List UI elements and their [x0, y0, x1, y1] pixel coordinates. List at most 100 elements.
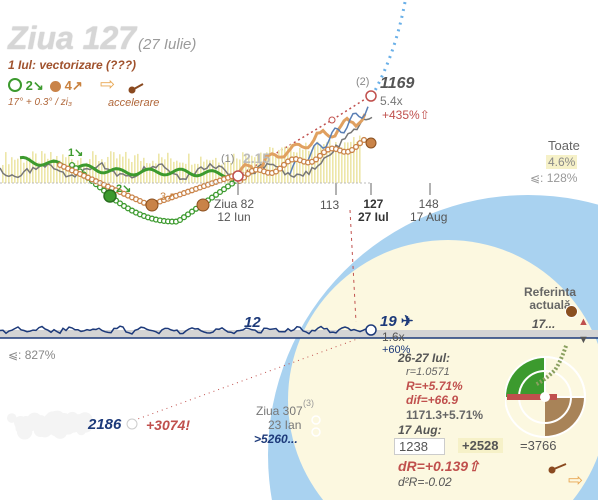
daily-bar [167, 152, 169, 183]
dot-point [184, 211, 192, 218]
secondary-pct: +60% [382, 344, 411, 356]
daily-bar [137, 153, 139, 183]
gauge-center [540, 392, 550, 402]
triangle-down-icon[interactable]: ▼ [578, 334, 589, 346]
daily-bar [230, 162, 232, 183]
stats-dR: dR=+0.139⇧ [398, 458, 480, 474]
reference-title[interactable]: Referinta actuală [524, 286, 576, 312]
gauge-trail [534, 345, 569, 387]
stats-box-delta: +2528 [458, 438, 503, 453]
daily-bar [17, 158, 19, 183]
daily-bar [290, 144, 292, 183]
marker-value-label: 2.15 [243, 150, 271, 166]
daily-bars [2, 135, 361, 183]
arrow-right-icon[interactable]: ⇨ [100, 74, 116, 94]
daily-bar [356, 141, 358, 183]
bottom-handle-icon[interactable] [548, 460, 568, 474]
daily-bar [86, 162, 88, 183]
daily-bar [8, 164, 10, 183]
gauge-green-quadrant [505, 357, 545, 397]
tick-label-127-date: 27 Iul [358, 210, 389, 224]
dot-point [360, 136, 368, 144]
marker-label-2: (2) [356, 76, 370, 88]
cloud-blob [38, 425, 51, 438]
page-title: Ziua 127 [8, 20, 137, 56]
tick-label-113: 113 [320, 198, 340, 212]
cloud-blob [23, 418, 34, 429]
cloud-blob [76, 425, 86, 436]
daily-bar [125, 151, 127, 183]
daily-bar [233, 153, 235, 183]
rate-text: 17° + 0.3° / zi₃ [8, 97, 72, 108]
secondary-factor: 1.6x [382, 330, 405, 344]
reference-title-line2: actuală [529, 298, 571, 312]
daily-bar [248, 157, 250, 183]
daily-bar [101, 159, 103, 183]
triangle-up-icon[interactable]: ▲ [578, 316, 589, 328]
daily-bar [311, 149, 313, 183]
bottom-day-label: Ziua 307 [256, 404, 303, 418]
series-label-1: 1↘ [68, 147, 84, 159]
bottom-day-marker: (3) [303, 398, 314, 408]
accel-label: accelerare [108, 97, 160, 109]
daily-bar [185, 163, 187, 183]
bottom-forecast: >5260... [254, 432, 298, 446]
marker-current-orange [365, 137, 377, 149]
secondary-mid-value: 12 [244, 314, 261, 331]
reference-marker [565, 305, 578, 318]
bottom-left-value: 2186 [88, 416, 122, 433]
growth-pct: +435%⇧ [382, 108, 430, 122]
toate-pct: 4.6% [546, 155, 578, 169]
plane-icon: ✈ [400, 313, 414, 330]
bottom-delta: +3074! [146, 417, 190, 433]
dot-point [180, 214, 188, 221]
stats-r: r=1.0571 [406, 366, 450, 378]
daily-bar [155, 163, 157, 183]
gauge-ring [505, 356, 586, 438]
bottom-marker [126, 418, 138, 430]
page-subtitle: (27 Iulie) [138, 36, 197, 53]
dot-point [216, 188, 224, 196]
growth-factor: 5.4x [380, 94, 403, 108]
dot-point [348, 147, 356, 154]
daily-bar [302, 149, 304, 183]
daily-bar [272, 147, 274, 183]
marker-4-orange [196, 198, 210, 212]
tick-label-127-day: 127 [363, 197, 384, 211]
daily-bar [188, 153, 190, 183]
daily-bar [245, 154, 247, 183]
daily-bar [332, 146, 334, 183]
daily-bar [41, 151, 43, 183]
legend-item-green[interactable]: 2↘ [8, 78, 44, 94]
dot-point [188, 208, 196, 215]
stats-calc: 1171.3+5.71% [406, 408, 484, 422]
daily-bar [29, 157, 31, 183]
daily-bar [296, 152, 298, 183]
cloud-blob [62, 420, 73, 431]
legend-item-orange[interactable]: 4↗ [50, 78, 83, 94]
daily-bar [152, 160, 154, 183]
dot-point [320, 149, 328, 156]
dot-point [356, 140, 364, 147]
daily-bar [320, 146, 322, 183]
stats-box-value: 1238 [394, 438, 445, 455]
dot-point [276, 165, 284, 172]
daily-bar [197, 163, 199, 183]
bottom-arrow-icon[interactable]: ⇨ [568, 470, 584, 490]
daily-bar [299, 147, 301, 183]
toate-title[interactable]: Toate [548, 138, 580, 153]
daily-bar [53, 158, 55, 183]
cloud-blob [6, 413, 17, 423]
daily-bar [50, 152, 52, 183]
dot-point [224, 183, 232, 190]
accel-handle-icon[interactable] [128, 80, 144, 94]
daily-bar [200, 156, 202, 183]
dot-point [280, 161, 288, 168]
tick-label-148: 148 17 Aug [410, 198, 447, 224]
dot-point [176, 216, 184, 224]
toate-compare: ⩿: 128% [530, 171, 578, 185]
bottom-date: 23 Ian [268, 418, 302, 432]
vertical-link [349, 209, 357, 323]
daily-bar [14, 159, 16, 183]
daily-bar [134, 155, 136, 183]
